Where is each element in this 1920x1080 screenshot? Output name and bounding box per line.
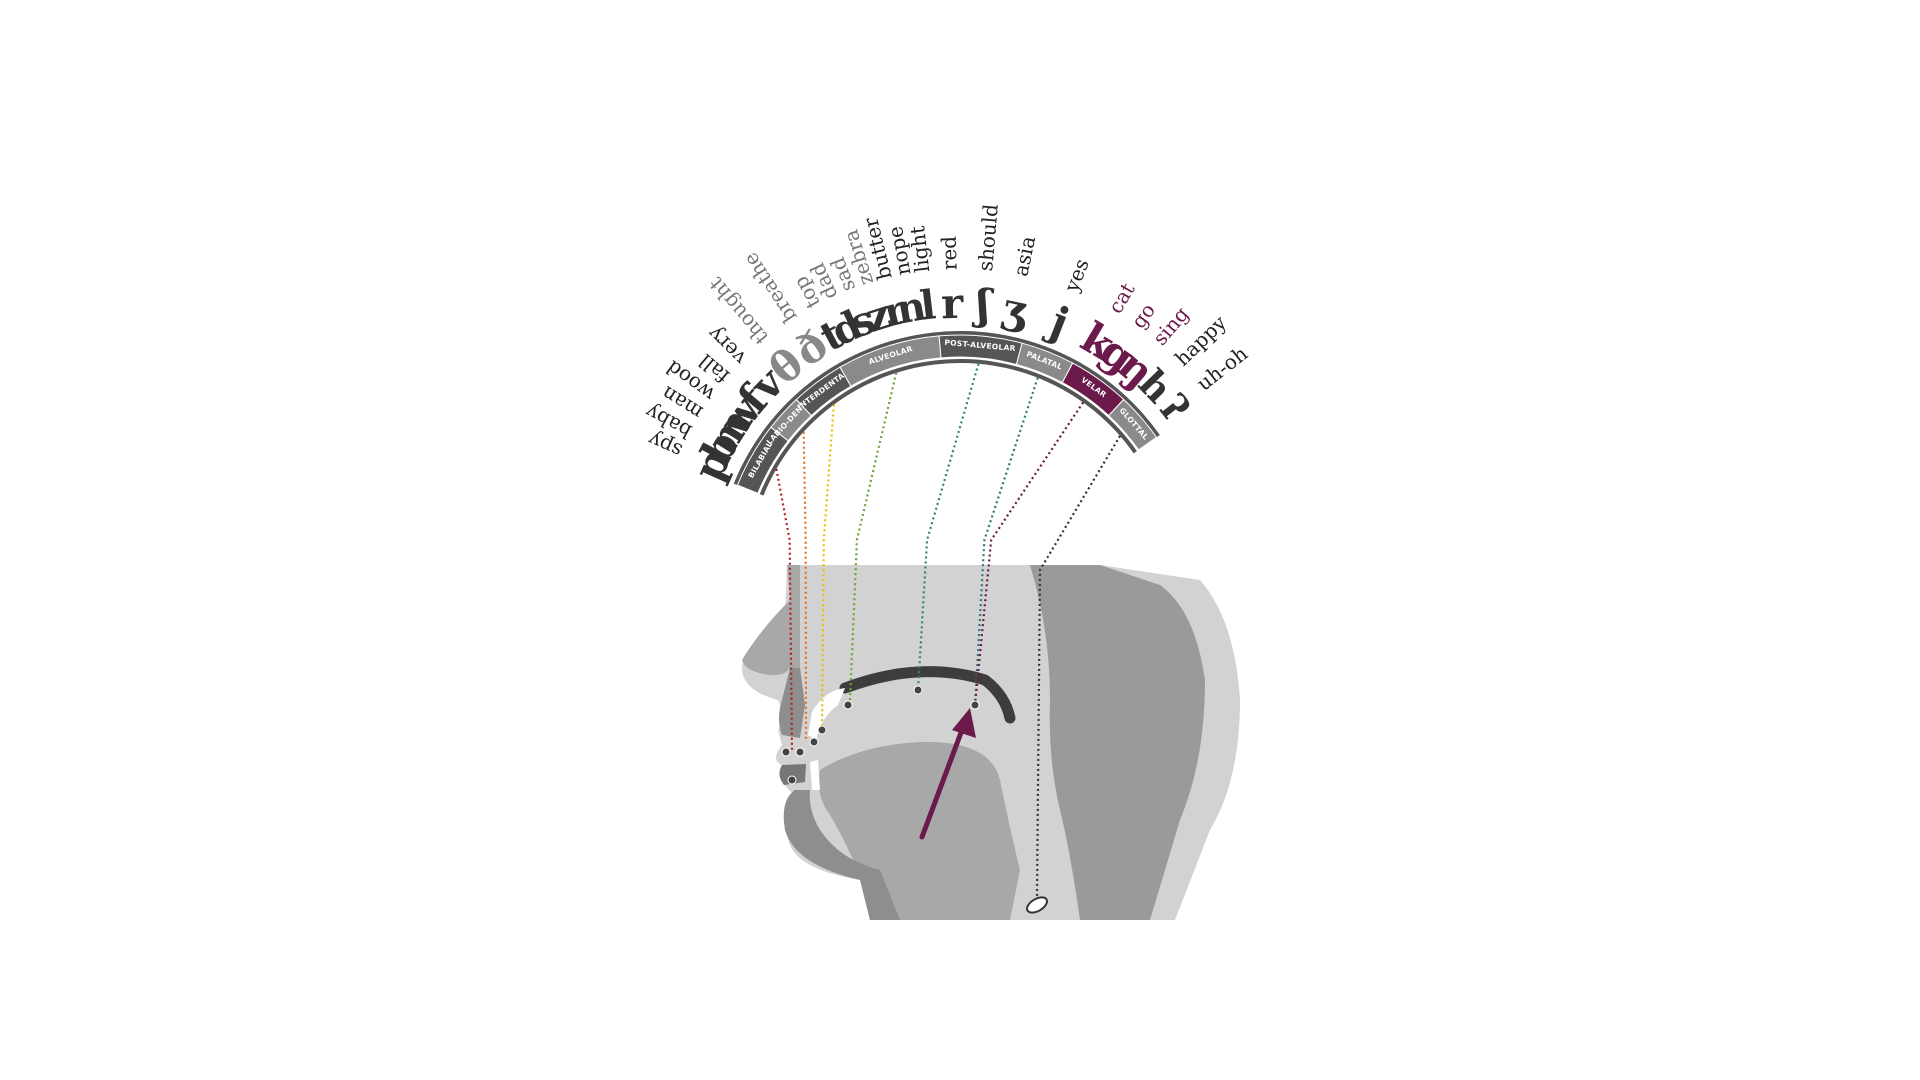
leader-line-labiodental	[802, 431, 808, 743]
hard-palate	[839, 666, 1016, 724]
symbol-postalveolar: r	[940, 279, 964, 329]
example-word-alveolar: light	[905, 225, 934, 274]
articulation-dot-labiodental	[795, 747, 805, 757]
articulation-dot-interdental	[809, 737, 819, 747]
example-word-postalveolar: asia	[1008, 234, 1040, 279]
tongue	[818, 741, 1020, 920]
leader-lines	[775, 363, 1121, 898]
leader-line-postalveolar	[916, 363, 980, 691]
velar-arrow	[919, 708, 976, 840]
pharynx-wall	[1030, 565, 1205, 920]
lower-lip	[779, 764, 806, 785]
upper-teeth	[808, 688, 845, 740]
leader-line-velar	[973, 401, 1085, 706]
band-segment-glottal	[1107, 398, 1158, 451]
lower-jaw	[783, 790, 900, 920]
symbol-postalveolar: ʒ	[998, 283, 1033, 336]
articulation-dot-velar	[970, 700, 980, 710]
nose	[742, 565, 800, 676]
articulation-dot-bilabial	[787, 775, 797, 785]
articulation-dot-bilabial	[781, 747, 791, 757]
symbol-palatal: j	[1040, 295, 1076, 348]
example-word-postalveolar: red	[937, 235, 962, 270]
leader-line-alveolar	[848, 372, 898, 701]
leader-line-palatal	[973, 377, 1039, 706]
lower-teeth	[810, 760, 820, 790]
articulation-dot-alveolar	[843, 700, 853, 710]
leader-line-interdental	[820, 404, 835, 731]
symbol-alveolar: l	[918, 281, 939, 329]
leader-line-glottal	[1035, 435, 1121, 898]
example-word-postalveolar: should	[973, 203, 1003, 272]
symbol-postalveolar: ʃ	[971, 279, 996, 330]
articulation-dot-interdental	[817, 725, 827, 735]
articulation-dot-postalveolar	[913, 685, 923, 695]
head-profile	[741, 565, 1240, 920]
example-word-palatal: yes	[1059, 255, 1094, 296]
larynx	[1026, 896, 1048, 914]
